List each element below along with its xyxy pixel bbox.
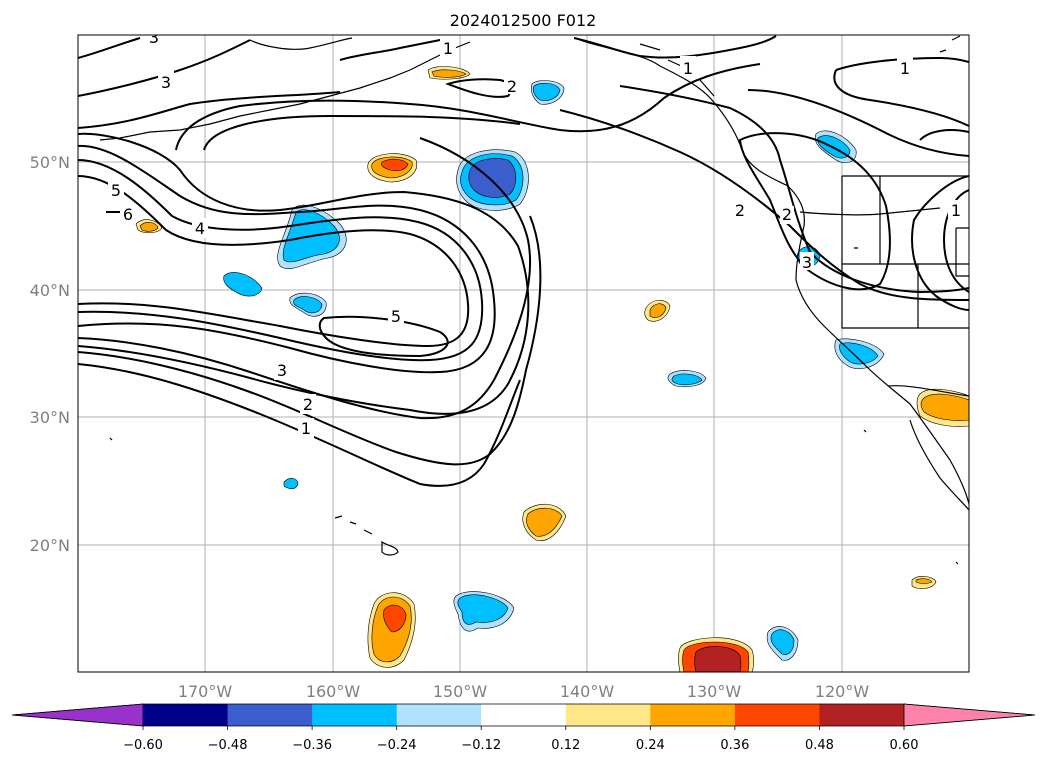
lon-label: 130°W: [687, 682, 742, 701]
contour-label: 3: [149, 28, 159, 47]
lat-labels: 50°N 40°N 30°N 20°N: [30, 153, 70, 555]
contour-label: 2: [303, 395, 313, 414]
contour-label: 2: [507, 77, 517, 96]
lon-label: 120°W: [815, 682, 870, 701]
lat-label: 30°N: [30, 408, 70, 427]
colorbar-segment: [312, 704, 398, 726]
lon-label: 160°W: [306, 682, 361, 701]
colorbar-tick-label: 0.24: [636, 738, 665, 753]
colorbar-tick-label: −0.36: [292, 738, 332, 753]
colorbar-segment: [227, 704, 313, 726]
colorbar-tick-label: −0.60: [123, 738, 163, 753]
contour-label: 1: [900, 59, 910, 78]
contour-label: 5: [391, 307, 401, 326]
contour-label: 2: [782, 205, 792, 224]
contour-label: 5: [111, 181, 121, 200]
map-panel: [78, 35, 969, 672]
lon-labels: 170°W 160°W 150°W 140°W 130°W 120°W: [178, 682, 870, 701]
contour-label: 2: [735, 201, 745, 220]
contour-label: 6: [123, 205, 133, 224]
contour-label-group: 1 1 1 2 3 3 5 6 4 5 3 2 1 2: [108, 28, 964, 438]
colorbar-tick-label: −0.48: [208, 738, 248, 753]
colorbar-tick-label: 0.36: [720, 738, 749, 753]
colorbar-extend-low: [11, 703, 144, 727]
contour-label: 3: [161, 73, 171, 92]
lat-label: 20°N: [30, 536, 70, 555]
contour-label: 3: [802, 253, 812, 272]
contour-label: 1: [301, 419, 311, 438]
map-title: 2024012500 F012: [450, 11, 597, 30]
colorbar-tick-label: 0.12: [551, 738, 580, 753]
colorbar-ticks: −0.60 −0.48 −0.36 −0.24 −0.12 0.12 0.24 0.36 0.4…: [123, 726, 918, 753]
contour-lines: [78, 35, 969, 487]
map-border: [77, 34, 970, 673]
lon-label: 170°W: [178, 682, 233, 701]
colorbar-segment: [734, 704, 820, 726]
colorbar-tick-label: −0.12: [461, 738, 501, 753]
map-content: 1 1 1 2 3 3 5 6 4 5 3 2 1 2: [78, 28, 969, 672]
contour-label: 1: [443, 39, 453, 58]
colorbar-segment: [481, 704, 567, 726]
colorbar: [11, 703, 1036, 727]
gridlines: [78, 35, 969, 672]
contour-label: 1: [683, 59, 693, 78]
lat-label: 50°N: [30, 153, 70, 172]
colorbar-segment: [143, 704, 229, 726]
lat-label: 40°N: [30, 281, 70, 300]
colorbar-segment: [819, 704, 905, 726]
lon-label: 150°W: [433, 682, 488, 701]
colorbar-segment: [565, 704, 651, 726]
colorbar-tick-label: 0.48: [805, 738, 834, 753]
colorbar-tick-label: −0.24: [377, 738, 417, 753]
contour-label: 1: [951, 201, 961, 220]
colorbar-tick-label: 0.60: [890, 738, 919, 753]
contour-label: 4: [195, 219, 205, 238]
lon-label: 140°W: [560, 682, 615, 701]
colorbar-segment: [650, 704, 736, 726]
colorbar-segment: [396, 704, 482, 726]
contour-label: 3: [277, 361, 287, 380]
colorbar-extend-high: [903, 703, 1036, 727]
